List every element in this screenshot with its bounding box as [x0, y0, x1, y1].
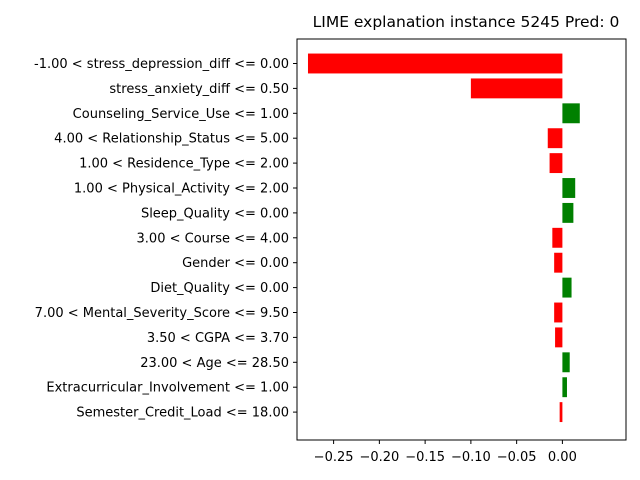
category-labels: -1.00 < stress_depression_diff <= 0.00 st… — [34, 57, 297, 421]
category-label: 7.00 < Mental_Severity_Score <= 9.50 — [35, 306, 289, 321]
category-label: 1.00 < Residence_Type <= 2.00 — [79, 157, 289, 172]
bar — [549, 153, 563, 174]
x-tick-label: −0.25 — [314, 450, 354, 465]
category-label: Counseling_Service_Use <= 1.00 — [73, 107, 289, 122]
x-tick-label: −0.05 — [497, 450, 537, 465]
bar — [562, 377, 567, 398]
bar — [555, 327, 563, 348]
category-label: Gender <= 0.00 — [182, 256, 289, 271]
bar — [554, 252, 563, 273]
category-label: Semester_Credit_Load <= 18.00 — [76, 406, 289, 421]
x-tick-label: 0.00 — [548, 450, 577, 465]
bar — [562, 202, 574, 223]
bar — [562, 277, 572, 298]
x-tick-label: −0.15 — [405, 450, 445, 465]
category-label: stress_anxiety_diff <= 0.50 — [109, 82, 289, 97]
bar — [547, 128, 563, 149]
bar — [552, 227, 563, 248]
bar — [562, 178, 576, 198]
x-axis: −0.25 −0.20 −0.15 −0.10 −0.05 0.00 — [314, 440, 577, 465]
category-label: 3.00 < Course <= 4.00 — [137, 231, 289, 246]
bar — [562, 352, 570, 373]
bar — [559, 402, 563, 423]
chart-title: LIME explanation instance 5245 Pred: 0 — [313, 13, 620, 31]
bars-layer — [307, 53, 580, 423]
x-tick-label: −0.20 — [359, 450, 399, 465]
category-label: 23.00 < Age <= 28.50 — [140, 356, 289, 371]
bar — [470, 78, 563, 99]
category-label: 3.50 < CGPA <= 3.70 — [147, 331, 289, 346]
category-label: 4.00 < Relationship_Status <= 5.00 — [54, 132, 289, 147]
category-label: Diet_Quality <= 0.00 — [150, 281, 289, 296]
bar — [554, 302, 563, 323]
category-label: -1.00 < stress_depression_diff <= 0.00 — [34, 57, 289, 72]
category-label: Extracurricular_Involvement <= 1.00 — [46, 381, 289, 396]
bar — [562, 103, 580, 124]
category-label: 1.00 < Physical_Activity <= 2.00 — [74, 182, 289, 197]
x-tick-label: −0.10 — [451, 450, 491, 465]
category-label: Sleep_Quality <= 0.00 — [141, 206, 289, 221]
plot-frame — [296, 38, 627, 441]
bar — [307, 53, 563, 74]
